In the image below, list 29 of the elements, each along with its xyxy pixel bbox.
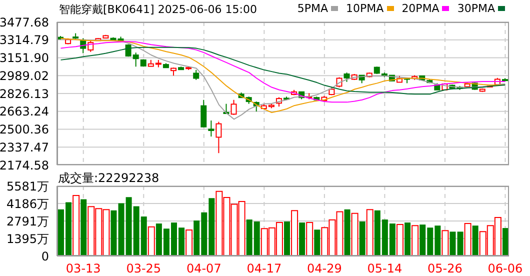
- x-tick-label: 05-14: [367, 262, 402, 276]
- chart-subtitle: 2025-06-06 15:00: [158, 3, 257, 16]
- x-tick-label: 03-25: [126, 262, 162, 276]
- legend-label: 10PMA: [346, 2, 384, 15]
- x-tick-label: 05-26: [428, 262, 462, 276]
- y-tick-label: 2989.02: [0, 68, 49, 83]
- y-tick-label: 0: [41, 249, 49, 264]
- y-tick-label: 2337.47: [0, 140, 49, 154]
- y-tick-label: 3151.90: [0, 51, 49, 66]
- legend-label: 5PMA: [297, 2, 328, 15]
- x-tick-label: 04-29: [306, 262, 342, 276]
- x-tick-label: 04-17: [246, 262, 282, 276]
- y-tick-label: 2500.36: [0, 122, 49, 137]
- legend-label: 20PMA: [402, 2, 440, 15]
- y-tick-label: 3314.79: [0, 33, 49, 48]
- y-tick-label: 3477.68: [0, 15, 49, 30]
- y-tick-label: 2826.13: [0, 86, 49, 101]
- chart-title: 智能穿戴[BK0641]: [59, 3, 154, 16]
- y-tick-label: 2174.58: [0, 158, 49, 172]
- x-tick-label: 04-07: [186, 262, 222, 276]
- y-tick-label: 2663.24: [0, 104, 49, 119]
- x-tick-label: 06-06: [488, 262, 523, 276]
- y-tick-label: 5581万: [6, 179, 49, 194]
- y-tick-label: 1395万: [6, 232, 49, 246]
- chart-title: 成交量:22292238: [58, 171, 160, 185]
- y-tick-label: 2791万: [6, 214, 49, 228]
- x-tick-label: 03-13: [66, 262, 101, 276]
- legend-label: 30PMA: [457, 2, 495, 15]
- y-tick-label: 4186万: [6, 196, 49, 211]
